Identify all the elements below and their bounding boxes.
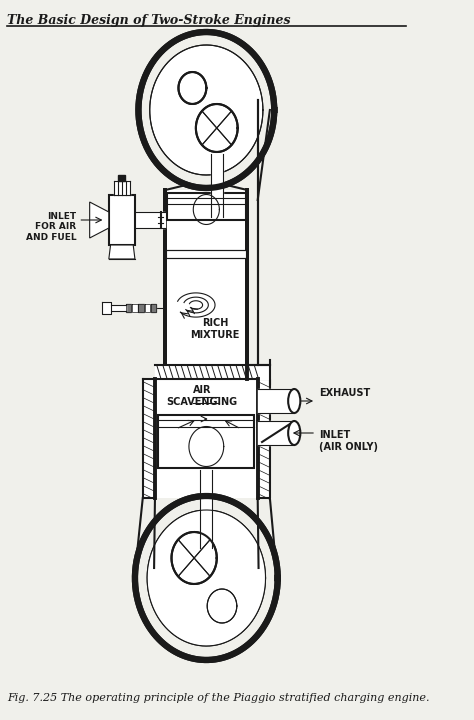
Polygon shape (247, 365, 270, 379)
Polygon shape (90, 202, 109, 238)
Bar (109, 195, 135, 245)
Text: INLET
(AIR ONLY): INLET (AIR ONLY) (319, 430, 378, 451)
Polygon shape (258, 389, 294, 413)
Polygon shape (258, 379, 270, 498)
Polygon shape (145, 304, 150, 312)
Bar (166, 250, 246, 258)
Polygon shape (110, 305, 126, 311)
Polygon shape (155, 365, 258, 379)
Text: INLET
FOR AIR
AND FUEL: INLET FOR AIR AND FUEL (26, 212, 77, 242)
Polygon shape (135, 212, 165, 228)
Polygon shape (138, 304, 144, 312)
Polygon shape (102, 302, 110, 314)
Polygon shape (151, 304, 156, 312)
Text: EXHAUST: EXHAUST (319, 388, 370, 398)
Polygon shape (126, 304, 131, 312)
Polygon shape (143, 379, 155, 498)
Polygon shape (132, 304, 137, 312)
Polygon shape (109, 245, 135, 259)
Polygon shape (118, 175, 125, 181)
Polygon shape (200, 470, 212, 548)
Ellipse shape (288, 421, 301, 445)
Polygon shape (193, 397, 219, 403)
Polygon shape (210, 154, 223, 217)
Text: Fig. 7.25 The operating principle of the Piaggio stratified charging engine.: Fig. 7.25 The operating principle of the… (7, 693, 429, 703)
Polygon shape (114, 181, 130, 195)
Bar (158, 415, 254, 468)
Circle shape (151, 46, 262, 174)
Text: The Basic Design of Two-Stroke Engines: The Basic Design of Two-Stroke Engines (7, 14, 291, 27)
Polygon shape (258, 421, 294, 445)
Text: RICH
MIXTURE: RICH MIXTURE (191, 318, 240, 340)
Text: AIR
SCAVENGING: AIR SCAVENGING (166, 385, 237, 407)
Ellipse shape (288, 389, 301, 413)
Bar (155, 379, 258, 498)
Bar (165, 190, 247, 365)
Circle shape (148, 511, 264, 645)
Bar (167, 193, 246, 220)
